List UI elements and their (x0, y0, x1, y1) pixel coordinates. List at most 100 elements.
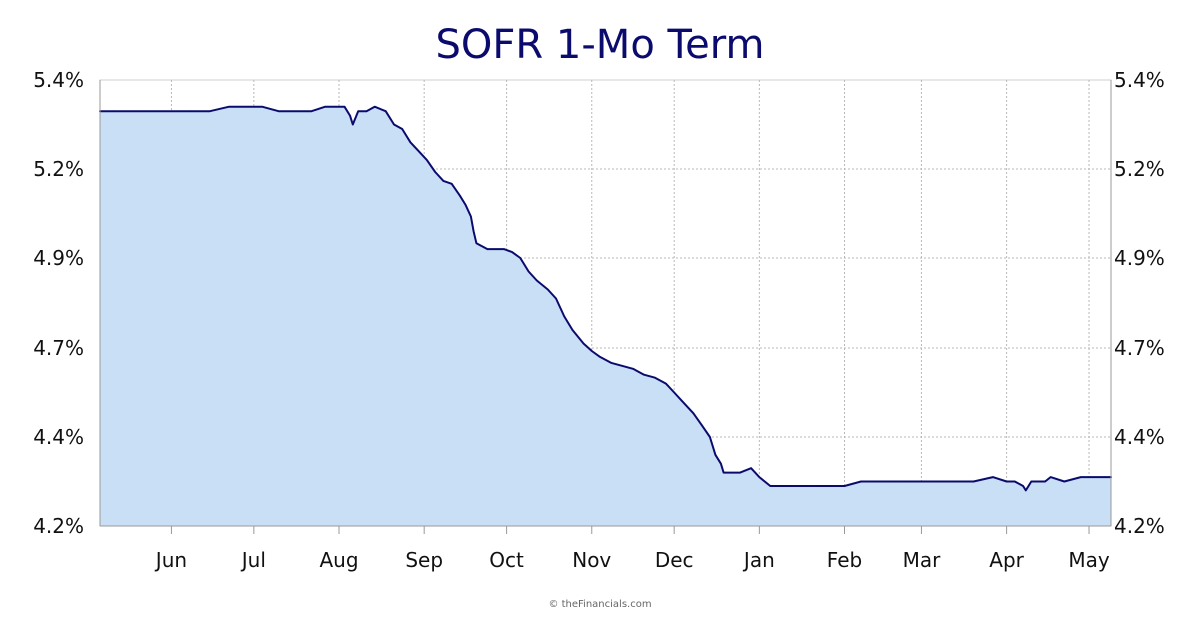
data-point-97 (1104, 476, 1106, 478)
data-point-49 (591, 350, 593, 352)
data-point-50 (599, 356, 601, 358)
data-point-73 (816, 485, 818, 487)
data-point-64 (722, 471, 724, 473)
data-point-42 (527, 270, 529, 272)
data-point-40 (511, 251, 513, 253)
y-tick-label-right-2: 4.7% (1114, 336, 1165, 360)
labels-layer: 4.2% 4.2% 4.4% 4.4% 4.7% 4.7% 4.9% 4.9% 5.2% 5.2%… (33, 68, 1165, 572)
y-tick-label-right-3: 4.9% (1114, 246, 1165, 270)
x-tick-label-nov: Nov (572, 548, 611, 572)
x-tick-label-sep: Sep (405, 548, 443, 572)
data-point-91 (1044, 480, 1046, 482)
x-tick-label-mar: Mar (903, 548, 942, 572)
data-point-83 (956, 480, 958, 482)
data-point-30 (451, 183, 453, 185)
data-point-68 (758, 476, 760, 478)
y-tick-label-left-4: 5.2% (33, 157, 84, 181)
data-point-75 (843, 485, 845, 487)
data-point-92 (1049, 476, 1051, 478)
data-point-46 (563, 315, 565, 317)
data-point-20 (365, 110, 367, 112)
data-point-35 (475, 242, 477, 244)
data-point-8 (228, 106, 230, 108)
series-line (99, 105, 1112, 492)
data-point-67 (750, 467, 752, 469)
x-tick-label-jul: Jul (240, 548, 266, 572)
data-point-93 (1063, 480, 1065, 482)
data-point-29 (442, 180, 444, 182)
data-point-96 (1099, 476, 1101, 478)
data-point-15 (338, 106, 340, 108)
y-tick-label-left-0: 4.2% (33, 514, 84, 538)
data-point-53 (632, 368, 634, 370)
data-point-60 (701, 424, 703, 426)
data-point-36 (486, 248, 488, 250)
data-point-27 (426, 159, 428, 161)
data-point-71 (788, 485, 790, 487)
data-point-16 (343, 106, 345, 108)
x-tick-label-dec: Dec (655, 548, 694, 572)
chart-title: SOFR 1-Mo Term (436, 22, 765, 68)
x-tick-label-may: May (1068, 548, 1110, 572)
data-point-61 (709, 436, 711, 438)
data-point-12 (291, 110, 293, 112)
y-tick-label-left-1: 4.4% (33, 425, 84, 449)
data-point-25 (409, 141, 411, 143)
data-point-81 (940, 480, 942, 482)
data-point-43 (536, 279, 538, 281)
data-point-26 (418, 150, 420, 152)
data-point-56 (665, 382, 667, 384)
data-point-6 (190, 110, 192, 112)
data-point-85 (992, 476, 994, 478)
data-point-5 (170, 110, 172, 112)
data-point-90 (1030, 480, 1032, 482)
data-point-77 (876, 480, 878, 482)
data-point-66 (739, 471, 741, 473)
footer-credit: © theFinancials.com (548, 599, 651, 610)
y-tick-label-left-5: 5.4% (33, 68, 84, 92)
data-point-51 (610, 362, 612, 364)
data-point-33 (470, 215, 472, 217)
data-point-80 (923, 480, 925, 482)
data-point-76 (860, 480, 862, 482)
data-point-79 (909, 480, 911, 482)
x-tick-label-oct: Oct (489, 548, 524, 572)
data-point-41 (519, 257, 521, 259)
x-tick-label-jan: Jan (742, 548, 775, 572)
y-tick-label-left-2: 4.7% (33, 336, 84, 360)
y-tick-label-right-1: 4.4% (1114, 425, 1165, 449)
data-point-88 (1022, 485, 1024, 487)
data-point-34 (472, 230, 474, 232)
data-point-45 (555, 297, 557, 299)
data-point-11 (277, 110, 279, 112)
data-point-18 (352, 123, 354, 125)
data-point-47 (571, 329, 573, 331)
data-point-22 (385, 110, 387, 112)
series-layer (99, 105, 1112, 526)
data-point-89 (1025, 489, 1027, 491)
series-area-fill (100, 106, 1111, 526)
data-point-23 (393, 123, 395, 125)
data-point-13 (310, 110, 312, 112)
data-point-7 (209, 110, 211, 112)
data-point-87 (1014, 480, 1016, 482)
data-point-70 (777, 485, 779, 487)
data-point-69 (769, 485, 771, 487)
data-point-48 (582, 342, 584, 344)
data-point-86 (1005, 480, 1007, 482)
data-point-95 (1088, 476, 1090, 478)
data-point-24 (401, 128, 403, 130)
x-tick-label-aug: Aug (319, 548, 358, 572)
axes-layer (99, 80, 1112, 534)
data-point-82 (951, 480, 953, 482)
data-point-10 (261, 106, 263, 108)
data-point-32 (464, 203, 466, 205)
data-point-37 (492, 248, 494, 250)
data-point-78 (893, 480, 895, 482)
data-point-21 (374, 106, 376, 108)
x-tick-label-jun: Jun (154, 548, 187, 572)
data-point-19 (357, 110, 359, 112)
data-point-57 (673, 391, 675, 393)
y-tick-label-left-3: 4.9% (33, 246, 84, 270)
